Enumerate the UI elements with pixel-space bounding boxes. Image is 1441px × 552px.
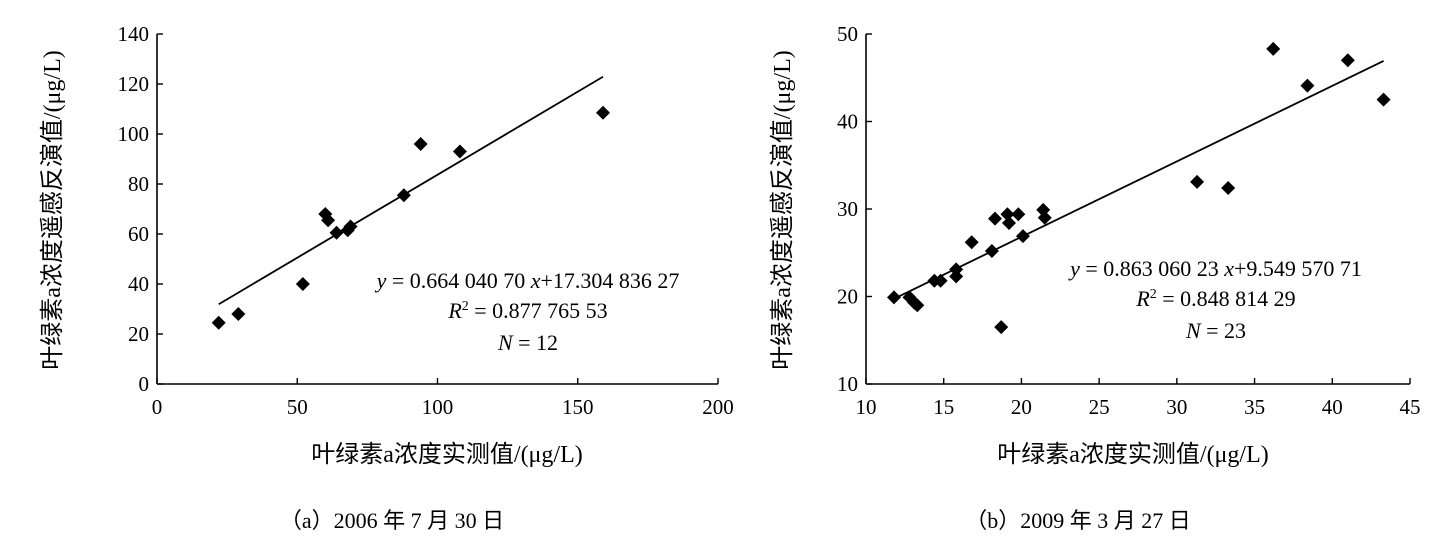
x-tick-label-b: 10	[856, 395, 877, 419]
r2-a: R2 = 0.877 765 53	[447, 298, 607, 323]
data-point-b	[1340, 53, 1355, 68]
x-tick-label-a: 150	[562, 395, 594, 419]
chart-panel-a: 0 20 40 60 80 100 120 140 0 50 100 150 200 叶绿素a浓度遥感反…	[39, 22, 734, 533]
y-tick-label-a: 140	[118, 22, 150, 46]
x-tick-label-b: 25	[1089, 395, 1110, 419]
data-point-b	[1015, 229, 1030, 244]
x-tick-label-b: 20	[1011, 395, 1032, 419]
data-point-a	[321, 213, 336, 228]
data-point-b	[1376, 92, 1391, 107]
data-point-a	[595, 105, 610, 120]
y-tick-label-b: 20	[837, 285, 858, 309]
data-point-b	[933, 273, 948, 288]
data-point-b	[1300, 78, 1315, 93]
r2-b: R2 = 0.848 814 29	[1135, 286, 1295, 311]
data-point-a	[452, 144, 467, 159]
y-tick-label-b: 50	[837, 22, 858, 46]
data-point-b	[1037, 210, 1052, 225]
x-tick-label-b: 15	[933, 395, 954, 419]
data-point-b	[1221, 181, 1236, 195]
plot-b: 10 20 30 40 50 10 15 20 25 30 35 40 45	[837, 22, 1421, 419]
caption-a: （a）2006 年 7 月 30 日	[280, 508, 504, 533]
data-point-a	[343, 219, 358, 234]
n-b: N = 23	[1185, 318, 1246, 343]
equation-a: y = 0.664 040 70 x+17.304 836 27	[375, 268, 680, 293]
y-tick-label-a: 60	[128, 222, 149, 246]
equation-b: y = 0.863 060 23 x+9.549 570 71	[1068, 256, 1362, 281]
data-point-b	[994, 320, 1009, 335]
data-point-b	[886, 290, 901, 305]
regression-line-b	[893, 60, 1384, 300]
caption-b: （b）2009 年 3 月 27 日	[965, 508, 1191, 533]
data-point-b	[949, 269, 964, 284]
data-point-a	[396, 188, 411, 203]
y-tick-label-a: 0	[139, 372, 150, 396]
y-tick-label-a: 120	[118, 72, 150, 96]
data-point-b	[1011, 207, 1026, 222]
data-point-a	[231, 307, 246, 321]
y-tick-label-a: 100	[118, 122, 150, 146]
x-tick-label-b: 30	[1166, 395, 1187, 419]
n-a: N = 12	[497, 330, 558, 355]
data-point-a	[329, 225, 344, 240]
plot-a: 0 20 40 60 80 100 120 140 0 50 100 150 200	[118, 22, 734, 419]
x-tick-label-a: 50	[287, 395, 308, 419]
y-tick-label-a: 20	[128, 322, 149, 346]
x-tick-label-b: 45	[1400, 395, 1421, 419]
x-tick-label-b: 35	[1244, 395, 1265, 419]
data-point-a	[211, 315, 226, 330]
xlabel-a: 叶绿素a浓度实测值/(μg/L)	[311, 441, 583, 468]
data-point-b	[964, 235, 979, 250]
xlabel-b: 叶绿素a浓度实测值/(μg/L)	[997, 441, 1269, 468]
regression-line-a	[218, 76, 604, 305]
data-point-b	[1190, 174, 1205, 189]
x-tick-label-a: 100	[422, 395, 454, 419]
y-tick-label-b: 10	[837, 372, 858, 396]
data-point-b	[1001, 216, 1016, 230]
data-point-b	[984, 244, 999, 258]
data-point-b	[988, 211, 1003, 226]
x-tick-label-a: 200	[702, 395, 734, 419]
x-tick-label-a: 0	[152, 395, 163, 419]
ylabel-b: 叶绿素a浓度遥感反演值/(μg/L)	[769, 50, 796, 370]
data-point-a	[413, 137, 428, 151]
y-tick-label-b: 30	[837, 197, 858, 221]
ylabel-a: 叶绿素a浓度遥感反演值/(μg/L)	[39, 50, 66, 370]
data-point-b	[1266, 41, 1281, 56]
y-tick-label-a: 40	[128, 272, 149, 296]
chart-panel-b: 10 20 30 40 50 10 15 20 25 30 35 40 45 叶绿素a浓度遥感反演值/(…	[769, 22, 1421, 533]
data-point-b	[910, 298, 925, 313]
y-tick-label-b: 40	[837, 110, 858, 134]
x-tick-label-b: 40	[1322, 395, 1343, 419]
data-point-a	[295, 277, 310, 291]
data-point-b	[1000, 207, 1015, 222]
y-tick-label-a: 80	[128, 172, 149, 196]
